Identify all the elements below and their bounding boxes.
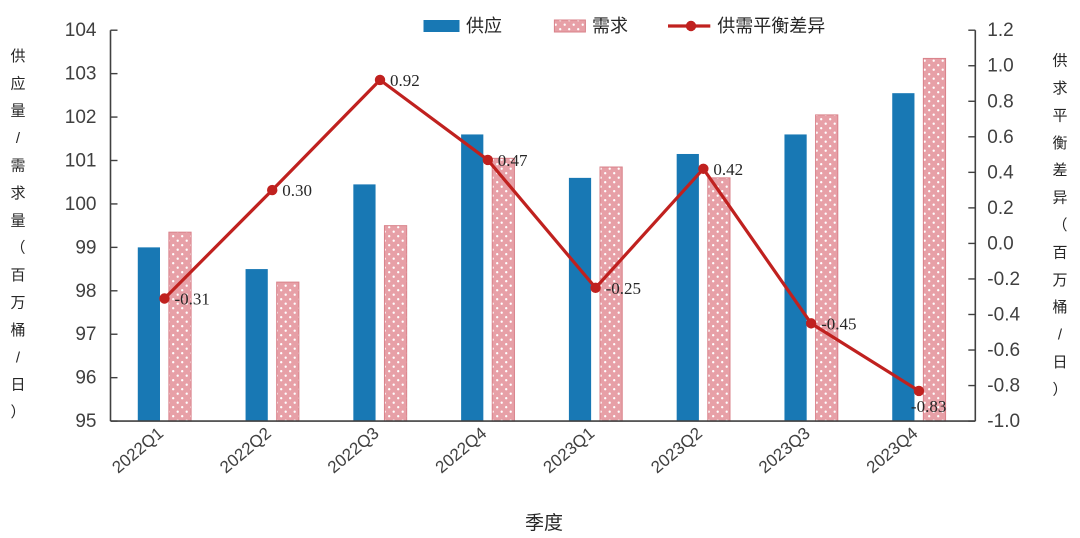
svg-text:-0.8: -0.8 (987, 376, 1020, 397)
svg-text:-0.2: -0.2 (987, 269, 1020, 290)
svg-text:99: 99 (75, 237, 96, 258)
svg-text:0.30: 0.30 (282, 181, 312, 200)
svg-text:102: 102 (65, 107, 97, 128)
svg-text:96: 96 (75, 368, 96, 389)
svg-text:97: 97 (75, 324, 96, 345)
svg-text:-0.45: -0.45 (821, 314, 856, 333)
svg-text:0.92: 0.92 (390, 71, 420, 90)
svg-text:95: 95 (75, 411, 96, 432)
svg-text:供应: 供应 (466, 16, 502, 36)
svg-text:0.4: 0.4 (987, 162, 1014, 183)
svg-text:-0.83: -0.83 (911, 397, 946, 416)
svg-text:供需平衡差异: 供需平衡差异 (717, 16, 825, 36)
svg-text:104: 104 (65, 20, 97, 41)
svg-text:1.0: 1.0 (987, 56, 1013, 77)
svg-text:需求: 需求 (592, 16, 628, 36)
svg-text:0.47: 0.47 (498, 151, 528, 170)
svg-text:101: 101 (65, 151, 97, 172)
svg-text:0.2: 0.2 (987, 198, 1013, 219)
svg-text:-0.31: -0.31 (174, 290, 209, 309)
svg-text:100: 100 (65, 194, 97, 215)
svg-text:1.2: 1.2 (987, 20, 1013, 41)
svg-text:季度: 季度 (525, 512, 563, 534)
svg-text:103: 103 (65, 64, 97, 85)
svg-text:-0.4: -0.4 (987, 304, 1020, 325)
svg-text:0.42: 0.42 (713, 160, 743, 179)
svg-text:0.0: 0.0 (987, 233, 1013, 254)
svg-text:0.8: 0.8 (987, 91, 1013, 112)
svg-text:-0.6: -0.6 (987, 340, 1020, 361)
svg-text:-0.25: -0.25 (606, 279, 641, 298)
svg-text:0.6: 0.6 (987, 127, 1013, 148)
svg-text:-1.0: -1.0 (987, 411, 1020, 432)
svg-text:98: 98 (75, 281, 96, 302)
